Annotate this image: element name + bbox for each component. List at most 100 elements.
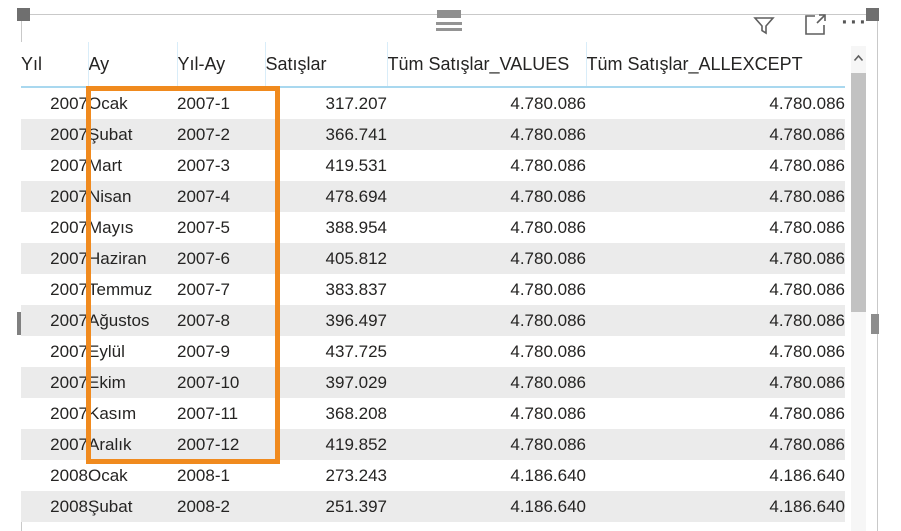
cell-ay: Eylül	[88, 336, 177, 367]
table-row[interactable]: 2007 Nisan 2007-4 478.694 4.780.086 4.780.086	[21, 181, 845, 212]
cell-tum-satislar-values: 4.780.086	[387, 398, 586, 429]
cell-yil: 2007	[21, 367, 88, 398]
cell-ay: Şubat	[88, 119, 177, 150]
resize-handle-top-right[interactable]	[866, 8, 879, 21]
cell-satislar: 368.208	[265, 398, 387, 429]
drag-handle[interactable]	[437, 10, 461, 18]
table-header-row: Yıl Ay Yıl-Ay Satışlar Tüm Satışlar_VALU…	[21, 42, 845, 88]
cell-ay: Aralık	[88, 429, 177, 460]
cell-tum-satislar-allexcept: 4.780.086	[586, 150, 845, 181]
cell-satislar: 383.837	[265, 274, 387, 305]
focus-mode-icon[interactable]	[803, 13, 827, 37]
cell-yil-ay: 2007-8	[177, 305, 265, 336]
cell-tum-satislar-values: 4.780.086	[387, 336, 586, 367]
cell-tum-satislar-allexcept: 4.186.640	[586, 460, 845, 491]
resize-handle-right[interactable]	[871, 314, 879, 334]
cell-tum-satislar-values: 4.780.086	[387, 243, 586, 274]
cell-ay: Kasım	[88, 398, 177, 429]
cell-yil-ay: 2007-11	[177, 398, 265, 429]
cell-satislar: 419.852	[265, 429, 387, 460]
cell-tum-satislar-allexcept: 4.780.086	[586, 274, 845, 305]
table-row[interactable]: 2007 Şubat 2007-2 366.741 4.780.086 4.780.086	[21, 119, 845, 150]
cell-yil-ay: 2007-10	[177, 367, 265, 398]
table-row[interactable]: 2007 Kasım 2007-11 368.208 4.780.086 4.780.08…	[21, 398, 845, 429]
table-row[interactable]: 2007 Temmuz 2007-7 383.837 4.780.086 4.780.08…	[21, 274, 845, 305]
column-header-tum-satislar-values[interactable]: Tüm Satışlar_VALUES	[386, 42, 586, 88]
column-header-yil[interactable]: Yıl	[21, 42, 88, 88]
cell-yil: 2007	[21, 87, 88, 119]
cell-ay: Nisan	[88, 181, 177, 212]
filter-icon[interactable]	[752, 13, 776, 37]
cell-ay: Mart	[88, 150, 177, 181]
column-header-satislar[interactable]: Satışlar	[264, 42, 387, 88]
cell-yil: 2007	[21, 243, 88, 274]
cell-tum-satislar-allexcept: 4.186.640	[586, 491, 845, 522]
cell-yil-ay: 2007-5	[177, 212, 265, 243]
cell-satislar: 419.531	[265, 150, 387, 181]
cell-satislar: 273.243	[265, 460, 387, 491]
cell-satislar: 251.397	[265, 491, 387, 522]
chevron-up-icon[interactable]	[851, 51, 866, 66]
cell-ay: Ocak	[88, 87, 177, 119]
cell-yil: 2008	[21, 460, 88, 491]
table-row[interactable]: 2007 Mayıs 2007-5 388.954 4.780.086 4.780.086	[21, 212, 845, 243]
cell-ay: Mayıs	[88, 212, 177, 243]
table-row[interactable]: 2008 Şubat 2008-2 251.397 4.186.640 4.186.640	[21, 491, 845, 522]
table-row[interactable]: 2007 Ağustos 2007-8 396.497 4.780.086 4.780.0…	[21, 305, 845, 336]
cell-yil: 2007	[21, 429, 88, 460]
cell-ay: Ağustos	[88, 305, 177, 336]
table-body: 2007 Ocak 2007-1 317.207 4.780.086 4.780.086 2…	[21, 87, 845, 522]
table-row[interactable]: 2007 Haziran 2007-6 405.812 4.780.086 4.780.0…	[21, 243, 845, 274]
cell-yil-ay: 2008-2	[177, 491, 265, 522]
cell-yil: 2007	[21, 398, 88, 429]
cell-tum-satislar-values: 4.780.086	[387, 119, 586, 150]
cell-tum-satislar-allexcept: 4.780.086	[586, 398, 845, 429]
cell-tum-satislar-values: 4.780.086	[387, 274, 586, 305]
table-row[interactable]: 2007 Ocak 2007-1 317.207 4.780.086 4.780.086	[21, 87, 845, 119]
cell-yil-ay: 2007-6	[177, 243, 265, 274]
cell-tum-satislar-values: 4.780.086	[387, 429, 586, 460]
cell-tum-satislar-allexcept: 4.780.086	[586, 243, 845, 274]
cell-tum-satislar-values: 4.780.086	[387, 181, 586, 212]
scrollbar-thumb[interactable]	[851, 73, 866, 312]
cell-tum-satislar-allexcept: 4.780.086	[586, 336, 845, 367]
cell-yil: 2007	[21, 150, 88, 181]
cell-tum-satislar-values: 4.780.086	[387, 150, 586, 181]
column-header-yil-ay[interactable]: Yıl-Ay	[176, 42, 265, 88]
cell-satislar: 397.029	[265, 367, 387, 398]
cell-tum-satislar-allexcept: 4.780.086	[586, 119, 845, 150]
more-options-icon[interactable]: ···	[841, 11, 869, 34]
cell-yil-ay: 2007-1	[177, 87, 265, 119]
column-header-tum-satislar-allexcept[interactable]: Tüm Satışlar_ALLEXCEPT	[585, 42, 845, 88]
cell-tum-satislar-allexcept: 4.780.086	[586, 87, 845, 119]
cell-yil: 2007	[21, 181, 88, 212]
cell-ay: Şubat	[88, 491, 177, 522]
cell-tum-satislar-allexcept: 4.780.086	[586, 181, 845, 212]
cell-tum-satislar-values: 4.186.640	[387, 491, 586, 522]
cell-tum-satislar-values: 4.780.086	[387, 367, 586, 398]
cell-tum-satislar-values: 4.780.086	[387, 305, 586, 336]
cell-yil-ay: 2007-3	[177, 150, 265, 181]
cell-ay: Haziran	[88, 243, 177, 274]
cell-tum-satislar-allexcept: 4.780.086	[586, 305, 845, 336]
cell-yil-ay: 2007-7	[177, 274, 265, 305]
resize-handle-top-left[interactable]	[17, 8, 30, 21]
cell-satislar: 366.741	[265, 119, 387, 150]
cell-tum-satislar-values: 4.780.086	[387, 212, 586, 243]
table-row[interactable]: 2007 Mart 2007-3 419.531 4.780.086 4.780.086	[21, 150, 845, 181]
cell-satislar: 405.812	[265, 243, 387, 274]
grip-lines-icon[interactable]	[436, 22, 462, 34]
cell-yil: 2007	[21, 274, 88, 305]
column-header-ay[interactable]: Ay	[87, 42, 177, 88]
cell-yil-ay: 2007-2	[177, 119, 265, 150]
table-row[interactable]: 2007 Ekim 2007-10 397.029 4.780.086 4.780.086	[21, 367, 845, 398]
table-row[interactable]: 2007 Aralık 2007-12 419.852 4.780.086 4.780.0…	[21, 429, 845, 460]
cell-yil: 2007	[21, 212, 88, 243]
cell-ay: Ekim	[88, 367, 177, 398]
cell-satislar: 478.694	[265, 181, 387, 212]
table-row[interactable]: 2007 Eylül 2007-9 437.725 4.780.086 4.780.086	[21, 336, 845, 367]
cell-yil: 2007	[21, 119, 88, 150]
table-row[interactable]: 2008 Ocak 2008-1 273.243 4.186.640 4.186.640	[21, 460, 845, 491]
cell-satislar: 396.497	[265, 305, 387, 336]
cell-yil: 2007	[21, 305, 88, 336]
